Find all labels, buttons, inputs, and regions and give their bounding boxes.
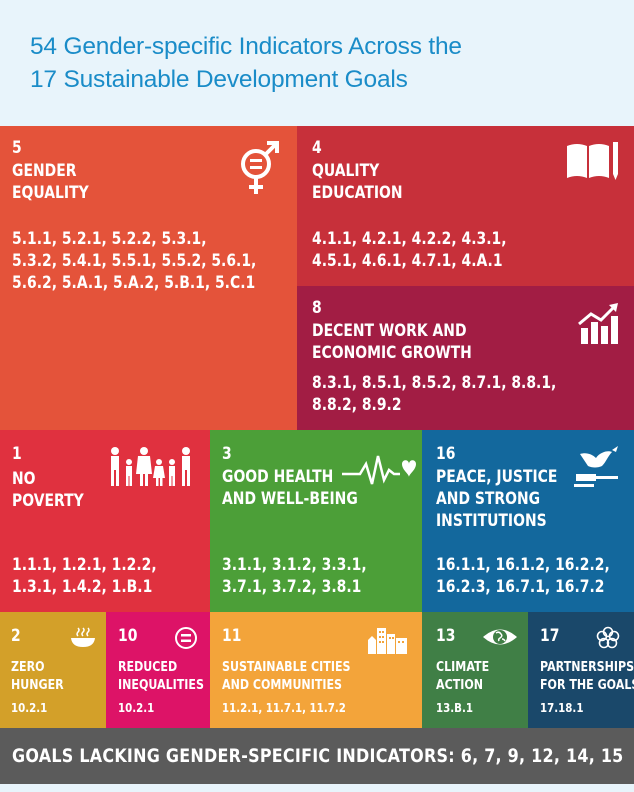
goal-indicators: 16.1.1, 16.1.2, 16.2.2, 16.2.3, 16.7.1, … bbox=[436, 555, 610, 597]
goal-3-tile: 3 GOOD HEALTH AND WELL-BEING 3.1.1, 3.1.… bbox=[210, 430, 422, 612]
goal-name: NO POVERTY bbox=[12, 469, 84, 511]
goal-indicators: 10.2.1 bbox=[118, 700, 155, 715]
goal-5-tile: 5 GENDER EQUALITY 5.1.1, 5.2.1, 5.2.2, 5… bbox=[0, 126, 297, 430]
goal-indicators: 10.2.1 bbox=[11, 700, 48, 715]
goal-number: 16 bbox=[436, 444, 456, 464]
goal-number: 3 bbox=[222, 444, 232, 464]
goal-number: 2 bbox=[11, 626, 21, 646]
goal-name: GENDER EQUALITY bbox=[12, 161, 89, 203]
goal-name: DECENT WORK AND ECONOMIC GROWTH bbox=[312, 321, 472, 363]
header: 54 Gender-specific Indicators Across the… bbox=[0, 0, 634, 126]
bottom-strip bbox=[0, 784, 634, 792]
book-pencil-icon bbox=[567, 142, 618, 180]
goal-number: 11 bbox=[222, 626, 242, 646]
goal-8-tile: 8 DECENT WORK AND ECONOMIC GROWTH 8.3.1,… bbox=[297, 286, 634, 430]
bowl-icon bbox=[71, 627, 95, 647]
equals-icon bbox=[175, 627, 197, 649]
goal-11-tile: 11 SUSTAINABLE CITIES AND COMMUNITIES 11… bbox=[210, 612, 422, 728]
goal-indicators: 11.2.1, 11.7.1, 11.7.2 bbox=[222, 700, 346, 715]
goal-name: PARTNERSHIPS FOR THE GOALS bbox=[540, 659, 634, 693]
goal-indicators: 3.1.1, 3.1.2, 3.3.1, 3.7.1, 3.7.2, 3.8.1 bbox=[222, 555, 367, 597]
gender-equality-icon bbox=[241, 141, 279, 194]
goal-indicators: 17.18.1 bbox=[540, 700, 584, 715]
dove-gavel-icon bbox=[574, 446, 618, 487]
growth-chart-icon bbox=[578, 303, 618, 344]
goal-indicators: 4.1.1, 4.2.1, 4.2.2, 4.3.1, 4.5.1, 4.6.1… bbox=[312, 229, 507, 271]
family-icon bbox=[111, 447, 190, 486]
goal-number: 4 bbox=[312, 138, 322, 158]
goal-indicators: 5.1.1, 5.2.1, 5.2.2, 5.3.1, 5.3.2, 5.4.1… bbox=[12, 229, 257, 293]
goal-name: GOOD HEALTH AND WELL-BEING bbox=[222, 467, 358, 509]
goal-name: ZERO HUNGER bbox=[11, 659, 64, 693]
goal-indicators: 13.B.1 bbox=[436, 700, 474, 715]
goal-name: SUSTAINABLE CITIES AND COMMUNITIES bbox=[222, 659, 351, 693]
goal-number: 5 bbox=[12, 138, 22, 158]
footer-banner: GOALS LACKING GENDER-SPECIFIC INDICATORS… bbox=[0, 728, 634, 784]
footer-text: GOALS LACKING GENDER-SPECIFIC INDICATORS… bbox=[12, 745, 624, 767]
goal-13-tile: 13 CLIMATE ACTION 13.B.1 bbox=[422, 612, 528, 728]
goal-1-tile: 1 NO POVERTY 1.1.1, 1.2.1, 1.2.2, 1.3.1,… bbox=[0, 430, 210, 612]
goal-name: PEACE, JUSTICE AND STRONG INSTITUTIONS bbox=[436, 467, 558, 531]
goal-2-tile: 2 ZERO HUNGER 10.2.1 bbox=[0, 612, 106, 728]
goal-number: 1 bbox=[12, 444, 22, 464]
goal-16-tile: 16 PEACE, JUSTICE AND STRONG INSTITUTION… bbox=[422, 430, 634, 612]
goal-name: REDUCED INEQUALITIES bbox=[118, 659, 204, 693]
goal-number: 17 bbox=[540, 626, 560, 646]
goal-4-tile: 4 QUALITY EDUCATION 4.1.1, 4.2.1, 4.2.2,… bbox=[297, 126, 634, 286]
goal-indicators: 1.1.1, 1.2.1, 1.2.2, 1.3.1, 1.4.2, 1.B.1 bbox=[12, 555, 157, 597]
partnership-flower-icon bbox=[596, 626, 620, 649]
city-icon bbox=[368, 628, 407, 654]
goal-number: 10 bbox=[118, 626, 138, 646]
goal-17-tile: 17 PARTNERSHIPS FOR THE GOALS 17.18.1 bbox=[528, 612, 634, 728]
heartbeat-icon bbox=[342, 455, 416, 485]
goal-number: 13 bbox=[436, 626, 456, 646]
eye-earth-icon bbox=[483, 629, 517, 645]
goal-name: CLIMATE ACTION bbox=[436, 659, 490, 693]
goal-number: 8 bbox=[312, 298, 322, 318]
goal-name: QUALITY EDUCATION bbox=[312, 161, 403, 203]
goal-10-tile: 10 REDUCED INEQUALITIES 10.2.1 bbox=[106, 612, 210, 728]
goal-indicators: 8.3.1, 8.5.1, 8.5.2, 8.7.1, 8.8.1, 8.8.2… bbox=[312, 373, 557, 415]
page-title: 54 Gender-specific Indicators Across the… bbox=[30, 33, 462, 93]
